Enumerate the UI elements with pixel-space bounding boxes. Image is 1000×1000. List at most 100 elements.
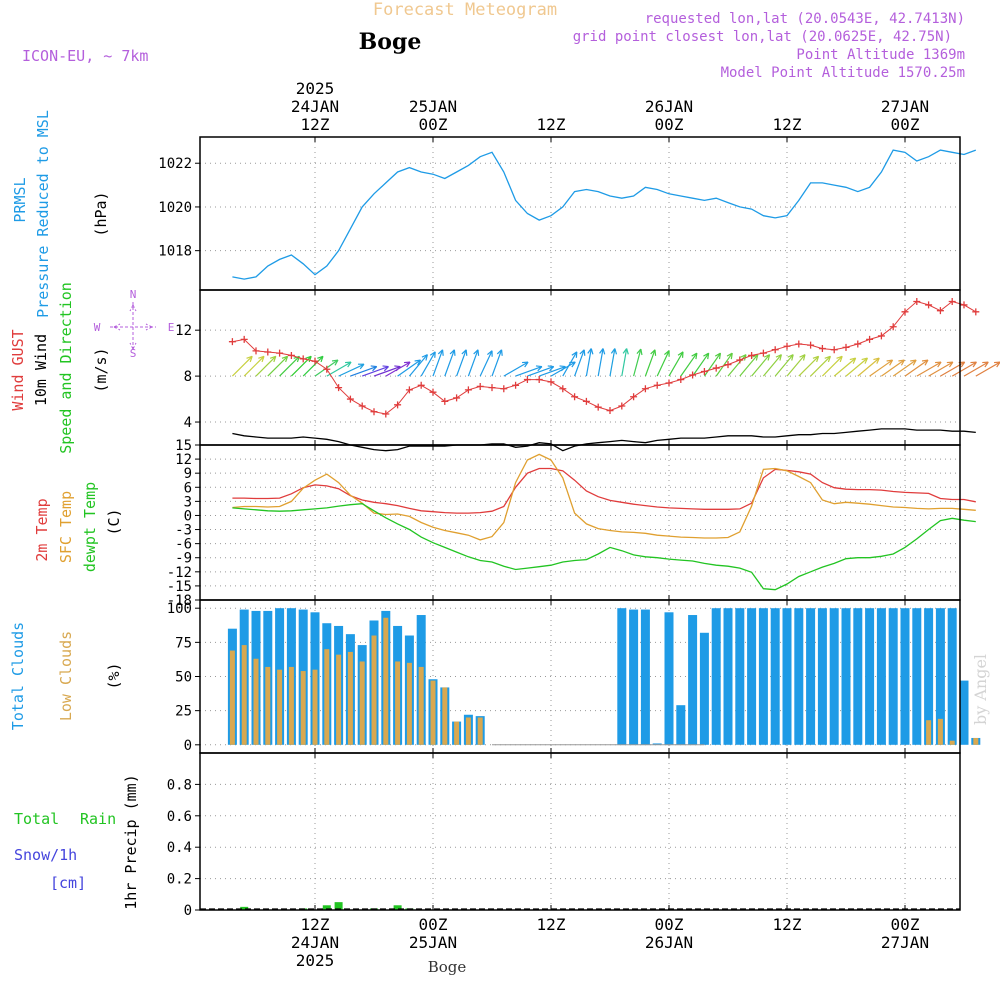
- wind-arrow: [821, 355, 843, 377]
- panels: 101810201022481215129630-3-6-9-12-15-180…: [158, 136, 1000, 919]
- bottom-tick-label: 25JAN: [409, 933, 457, 952]
- wind-arrow: [527, 365, 555, 377]
- ytick-label: 3: [184, 494, 192, 510]
- ytick-label: 25: [175, 704, 192, 720]
- total-cloud-bar: [806, 608, 816, 745]
- panel-pressure: 1018 1020 1022: [158, 136, 977, 291]
- wind-arrow: [798, 355, 820, 377]
- bottom-tick-label: 00Z: [655, 915, 684, 934]
- total-cloud-bar: [888, 608, 898, 745]
- ytick-label: 0.8: [167, 777, 192, 793]
- wind-arrow: [644, 349, 657, 377]
- label-percent: (%): [105, 662, 123, 689]
- total-cloud-bar: [817, 608, 827, 745]
- ytick-label: -12: [167, 565, 192, 581]
- wind-arrow: [326, 361, 352, 377]
- wind-arrow: [562, 351, 578, 377]
- label-precip: 1hr Precip (mm): [122, 774, 140, 909]
- gust-line: [232, 300, 977, 415]
- gust-marker: [535, 376, 543, 384]
- compass-w: W: [94, 321, 101, 334]
- bottom-tick-label: 2025: [296, 951, 335, 970]
- gust-marker: [370, 408, 378, 416]
- gust-marker: [405, 386, 413, 394]
- precip-bar: [240, 906, 249, 910]
- gust-marker: [559, 385, 567, 393]
- compass-e: E: [168, 321, 175, 334]
- gust-marker: [523, 376, 531, 384]
- wind-arrow: [703, 352, 722, 377]
- ytick-label: 0: [184, 738, 192, 754]
- low-cloud-bar: [229, 650, 235, 745]
- bottom-tick-label: 27JAN: [881, 933, 929, 952]
- gust-marker: [712, 364, 720, 372]
- low-cloud-bar: [406, 662, 412, 745]
- wind-arrow: [279, 355, 300, 377]
- ytick-label: 100: [167, 601, 192, 617]
- gust-marker: [441, 397, 449, 405]
- point-altitude: Point Altitude 1369m: [796, 47, 965, 63]
- gust-marker: [795, 340, 803, 348]
- low-cloud-bar: [253, 658, 259, 745]
- wind-arrow: [491, 349, 503, 377]
- total-cloud-bar: [758, 608, 768, 745]
- total-cloud-bar: [841, 608, 851, 745]
- gust-marker: [700, 368, 708, 376]
- top-tick-label: 12Z: [773, 115, 802, 134]
- total-cloud-bar: [947, 608, 957, 745]
- gust-marker: [913, 297, 921, 305]
- model-label: ICON-EU, ~ 7km: [22, 47, 148, 65]
- label-total: Total: [14, 810, 59, 828]
- total-cloud-bar: [723, 608, 733, 745]
- grid-point-coords: grid point closest lon,lat (20.0625E, 42…: [573, 29, 952, 45]
- wind-arrow: [338, 363, 365, 377]
- wind-arrow: [810, 355, 831, 377]
- ytick-label: 1022: [158, 156, 192, 172]
- total-cloud-bar: [959, 680, 969, 745]
- ytick-label: 12: [175, 323, 192, 339]
- gust-marker: [323, 365, 331, 373]
- top-tick-label: 27JAN: [881, 97, 929, 116]
- low-cloud-bar: [442, 687, 448, 745]
- gust-marker: [335, 384, 343, 392]
- low-cloud-bar: [383, 617, 389, 745]
- wind-arrow: [550, 361, 576, 377]
- wind-arrow: [751, 354, 771, 377]
- wind-arrow: [444, 349, 456, 377]
- total-cloud-bar: [782, 608, 792, 745]
- bottom-tick-label: 24JAN: [291, 933, 339, 952]
- total-cloud-bar: [699, 632, 709, 745]
- wind-arrow: [515, 365, 543, 377]
- wind-arrow: [585, 348, 594, 377]
- total-cloud-bar: [688, 615, 698, 745]
- ytick-label: 1020: [158, 200, 192, 216]
- gust-marker: [240, 335, 248, 343]
- total-cloud-bar: [924, 608, 934, 745]
- gust-marker: [417, 381, 425, 389]
- temperature-panel-labels: 2m Temp SFC Temp dewpt Temp (C): [33, 482, 123, 572]
- ytick-label: 0.6: [167, 809, 192, 825]
- total-cloud-bar: [876, 608, 886, 745]
- precip-bar: [334, 902, 343, 910]
- gust-marker: [512, 381, 520, 389]
- ytick-label: 0: [184, 508, 192, 524]
- wind-arrow: [869, 359, 894, 377]
- gust-marker: [689, 371, 697, 379]
- label-dewpt-temp: dewpt Temp: [81, 482, 99, 572]
- ytick-label: 15: [175, 438, 192, 454]
- low-cloud-bar: [395, 661, 401, 745]
- gust-marker: [677, 376, 685, 384]
- ytick-label: 0: [184, 903, 192, 919]
- low-cloud-bar: [937, 718, 943, 745]
- bottom-tick-label: 00Z: [419, 915, 448, 934]
- low-cloud-bar: [371, 635, 377, 745]
- top-tick-label: 12Z: [301, 115, 330, 134]
- gust-marker: [818, 345, 826, 353]
- gust-marker: [252, 347, 260, 355]
- ytick-label: 8: [184, 369, 192, 385]
- low-cloud-bar: [324, 649, 330, 745]
- total-cloud-bar: [900, 608, 910, 745]
